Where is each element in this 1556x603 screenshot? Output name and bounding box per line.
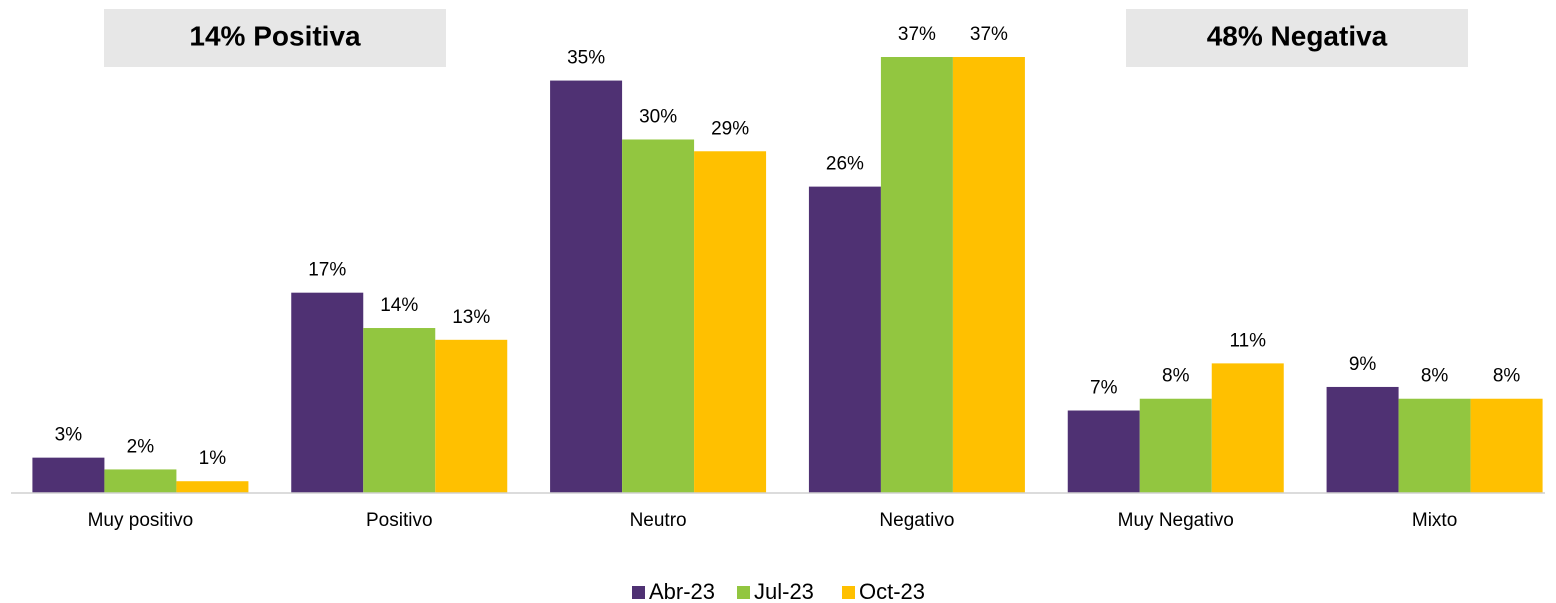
bar (291, 292, 364, 493)
bar (32, 457, 105, 493)
data-label: 30% (639, 107, 677, 128)
data-label: 13% (452, 307, 490, 328)
x-tick-label: Positivo (366, 510, 433, 531)
legend-label: Jul-23 (754, 579, 814, 603)
x-tick-label: Mixto (1412, 510, 1457, 531)
bar (1398, 398, 1471, 493)
bar (435, 339, 508, 493)
data-label: 17% (308, 260, 346, 281)
legend-label: Oct-23 (859, 579, 925, 603)
bar (176, 481, 249, 493)
legend-swatch (737, 586, 750, 599)
data-label: 29% (711, 118, 749, 139)
data-label: 8% (1493, 366, 1521, 387)
data-label: 7% (1090, 378, 1118, 399)
legend-label: Abr-23 (649, 579, 715, 603)
data-label: 9% (1349, 354, 1377, 375)
annotation: 48% Negativa (1207, 20, 1388, 51)
data-label: 8% (1421, 366, 1449, 387)
data-label: 14% (380, 295, 418, 316)
legend-swatch (632, 586, 645, 599)
data-label: 35% (567, 48, 605, 69)
bar (1211, 363, 1284, 493)
data-label: 8% (1162, 366, 1190, 387)
bar (363, 328, 436, 493)
bar (808, 186, 881, 493)
annotation: 14% Positiva (189, 20, 361, 51)
bar (952, 57, 1025, 493)
bar (880, 57, 953, 493)
bar (550, 80, 623, 493)
annotation-box (1126, 9, 1468, 67)
bar (1139, 398, 1212, 493)
data-label: 1% (199, 448, 227, 469)
x-tick-label: Negativo (879, 510, 954, 531)
data-label: 3% (55, 425, 83, 446)
bar (694, 151, 767, 493)
data-label: 11% (1229, 330, 1266, 351)
x-tick-label: Muy Negativo (1118, 510, 1234, 531)
data-label: 37% (898, 24, 936, 45)
data-label: 2% (127, 436, 155, 457)
x-tick-label: Muy positivo (88, 510, 194, 531)
bar (104, 469, 177, 493)
bar (622, 139, 695, 493)
bar (1326, 386, 1399, 493)
data-label: 37% (970, 24, 1008, 45)
legend-swatch (842, 586, 855, 599)
annotation-box (104, 9, 446, 67)
data-label: 26% (826, 154, 864, 175)
bar (1470, 398, 1543, 493)
x-tick-label: Neutro (630, 510, 687, 531)
bar (1067, 410, 1140, 493)
